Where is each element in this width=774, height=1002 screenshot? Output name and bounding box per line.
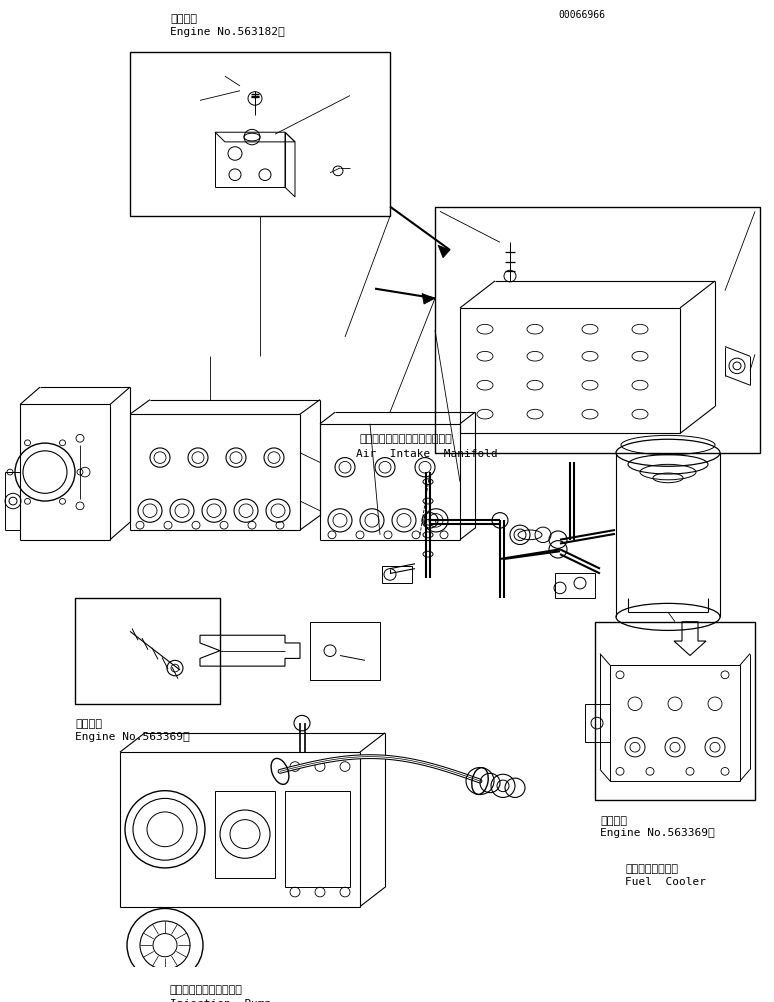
Bar xyxy=(435,207,760,453)
Text: 00066966: 00066966 xyxy=(558,10,605,20)
Text: Fuel  Cooler: Fuel Cooler xyxy=(625,876,706,886)
Bar xyxy=(585,704,610,742)
Text: Injection  Pump: Injection Pump xyxy=(170,998,271,1002)
Text: 適用号機: 適用号機 xyxy=(170,14,197,24)
Text: エアーインテークマニホールド: エアーインテークマニホールド xyxy=(360,434,453,444)
Bar xyxy=(310,622,380,680)
Text: 適用号機: 適用号機 xyxy=(75,718,102,728)
Text: 適用号機: 適用号機 xyxy=(600,815,627,825)
Polygon shape xyxy=(422,295,435,305)
Bar xyxy=(595,622,755,801)
Text: Engine No.563369～: Engine No.563369～ xyxy=(600,828,714,838)
Text: フェゥルクーラー: フェゥルクーラー xyxy=(625,864,678,873)
Text: Engine No.563182～: Engine No.563182～ xyxy=(170,27,285,37)
Polygon shape xyxy=(438,245,450,259)
Text: Engine No.563369～: Engine No.563369～ xyxy=(75,731,190,741)
Bar xyxy=(130,53,390,217)
Bar xyxy=(382,566,412,583)
Text: Air  Intake  Manifold: Air Intake Manifold xyxy=(356,449,498,459)
Text: インジェクションポンプ: インジェクションポンプ xyxy=(170,984,243,994)
Bar xyxy=(555,574,595,598)
Bar xyxy=(215,791,275,878)
Bar xyxy=(610,665,740,782)
Bar xyxy=(285,791,350,888)
Bar xyxy=(75,598,220,704)
